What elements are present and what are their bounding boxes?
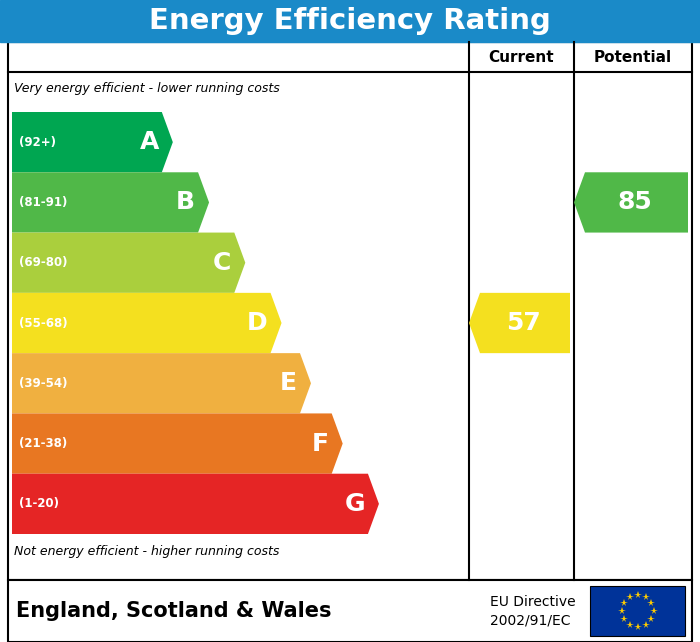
- Polygon shape: [574, 172, 688, 232]
- Text: Very energy efficient - lower running costs: Very energy efficient - lower running co…: [14, 82, 280, 95]
- Text: (39-54): (39-54): [19, 377, 67, 390]
- Bar: [590, 586, 685, 636]
- Polygon shape: [12, 293, 281, 353]
- Text: C: C: [213, 251, 231, 275]
- Text: 85: 85: [617, 191, 652, 214]
- Text: F: F: [312, 431, 329, 456]
- Text: England, Scotland & Wales: England, Scotland & Wales: [16, 601, 332, 621]
- Text: (55-68): (55-68): [19, 317, 68, 329]
- Polygon shape: [12, 232, 245, 293]
- Text: (92+): (92+): [19, 135, 56, 149]
- Text: EU Directive
2002/91/EC: EU Directive 2002/91/EC: [490, 594, 575, 627]
- Polygon shape: [12, 172, 209, 232]
- Text: Potential: Potential: [594, 49, 672, 64]
- Polygon shape: [12, 112, 173, 172]
- Polygon shape: [12, 474, 379, 534]
- Text: D: D: [247, 311, 267, 335]
- Bar: [0, 0, 700, 42]
- Text: A: A: [139, 130, 159, 154]
- Text: B: B: [176, 191, 195, 214]
- Text: 57: 57: [506, 311, 541, 335]
- Polygon shape: [12, 353, 311, 413]
- Polygon shape: [469, 293, 570, 353]
- Text: (81-91): (81-91): [19, 196, 67, 209]
- Bar: [8, 42, 692, 580]
- Text: (69-80): (69-80): [19, 256, 67, 269]
- Text: E: E: [280, 371, 297, 395]
- Text: Not energy efficient - higher running costs: Not energy efficient - higher running co…: [14, 546, 279, 559]
- Text: (1-20): (1-20): [19, 498, 59, 510]
- Text: (21-38): (21-38): [19, 437, 67, 450]
- Text: Current: Current: [489, 49, 554, 64]
- Bar: [8, 580, 692, 642]
- Text: Energy Efficiency Rating: Energy Efficiency Rating: [149, 7, 551, 35]
- Polygon shape: [12, 413, 343, 474]
- Text: G: G: [344, 492, 365, 516]
